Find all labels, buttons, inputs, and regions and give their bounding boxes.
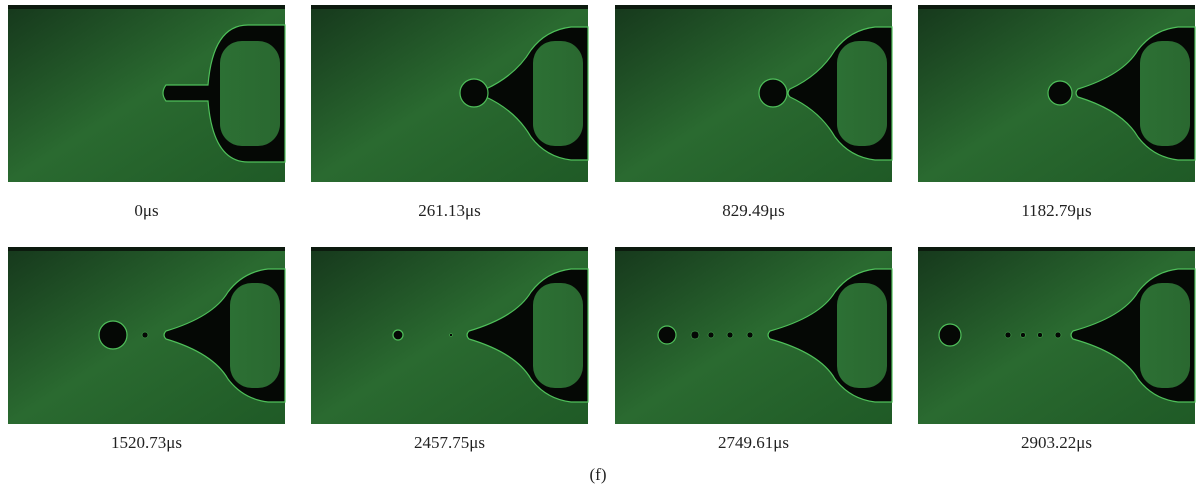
frame-top-edge: [311, 5, 588, 9]
droplet: [1038, 333, 1043, 338]
frame-top-edge: [615, 247, 892, 251]
chamber-interior: [533, 283, 583, 388]
droplet: [1055, 332, 1061, 338]
frame-caption: 1182.79μs: [1021, 201, 1091, 220]
frame-image: [311, 247, 588, 424]
droplet: [460, 79, 488, 107]
frame-caption: 261.13μs: [418, 201, 480, 220]
droplet: [747, 332, 753, 338]
frame-top-edge: [918, 5, 1195, 9]
droplet: [393, 330, 403, 340]
droplet: [1048, 81, 1072, 105]
droplet: [450, 334, 453, 337]
frame-top-edge: [311, 247, 588, 251]
chamber-interior: [837, 41, 887, 146]
droplet: [759, 79, 787, 107]
frame-image: [8, 247, 285, 424]
frame-caption: 829.49μs: [722, 201, 784, 220]
frame-image: [918, 5, 1195, 182]
frame-image: [311, 5, 588, 182]
frame-top-edge: [8, 247, 285, 251]
frame-caption: 2903.22μs: [1021, 433, 1092, 452]
frame-caption: 2457.75μs: [414, 433, 485, 452]
chamber-interior: [533, 41, 583, 146]
figure-label: (f): [590, 465, 607, 484]
frame-caption: 2749.61μs: [718, 433, 789, 452]
chamber-interior: [230, 283, 280, 388]
frame-image: [615, 5, 892, 182]
droplet: [658, 326, 676, 344]
figure: (f) 0μs 261.13μs 829.49μs 1182.79μs 1520.73μ…: [0, 0, 1196, 494]
droplet: [1005, 332, 1011, 338]
frame-top-edge: [8, 5, 285, 9]
frame-image: [918, 247, 1195, 424]
droplet: [691, 331, 699, 339]
droplet: [1021, 333, 1026, 338]
chamber-interior: [1140, 283, 1190, 388]
frame-top-edge: [615, 5, 892, 9]
droplet: [708, 332, 714, 338]
frame-caption: 0μs: [134, 201, 158, 220]
chamber-interior: [220, 41, 280, 146]
droplet: [939, 324, 961, 346]
chamber-interior: [1140, 41, 1190, 146]
droplet: [727, 332, 733, 338]
droplet: [99, 321, 127, 349]
chamber-interior: [837, 283, 887, 388]
frame-top-edge: [918, 247, 1195, 251]
frame-image: [615, 247, 892, 424]
frame-image: [8, 5, 285, 182]
frame-caption: 1520.73μs: [111, 433, 182, 452]
droplet: [142, 332, 148, 338]
